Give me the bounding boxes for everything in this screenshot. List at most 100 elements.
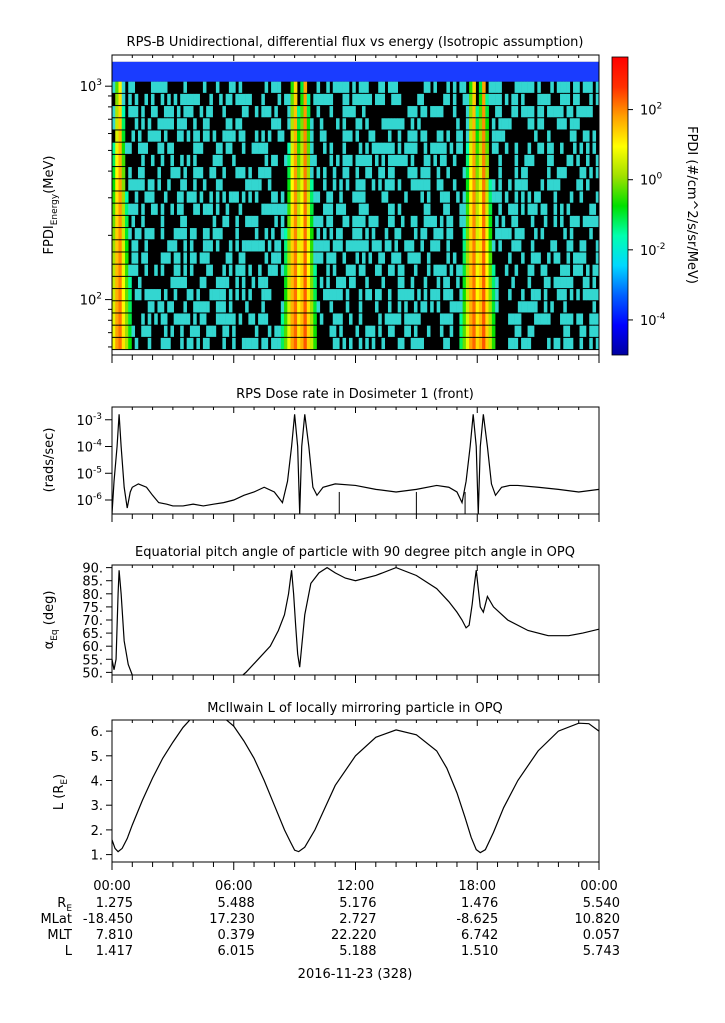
spectrogram-cell [128,289,132,301]
spectrogram-cell [128,203,132,215]
spectrogram-cell [310,325,314,337]
spectrogram-cell [115,325,119,337]
spectrogram-cell [543,276,548,289]
spectrogram-cell [264,228,269,240]
spectrogram-cell [306,154,311,167]
spectrogram-cell [124,203,129,215]
spectrogram-cell [576,154,580,167]
spectrogram-cell [290,276,295,289]
spectrogram-cell [508,179,512,191]
spectrogram-cell [495,228,499,240]
spectrogram-cell [472,167,476,179]
time-tick-label: 00:00 [93,879,130,894]
spectrogram-cell [381,276,386,289]
spectrogram-cell [202,301,207,313]
spectrogram-cell [160,142,165,154]
series-line-panel4 [112,720,599,854]
spectrogram-cell [134,252,139,264]
spectrogram-cell [245,106,249,118]
spectrogram-cell [306,337,311,350]
spectrogram-cell [511,276,515,289]
spectrogram-cell [426,203,431,215]
spectrogram-cell [212,289,217,301]
ephemeris-cell: 0.057 [583,928,620,943]
spectrogram-cell [530,289,535,301]
spectrogram-cell [485,325,489,337]
spectrogram-cell [452,93,457,106]
spectrogram-cell [365,228,369,240]
spectrogram-cell [485,106,489,118]
spectrogram-cell [566,240,571,252]
spectrogram-cell [478,289,483,301]
spectrogram-cell [469,276,473,289]
spectrogram-cell [345,93,350,106]
spectrogram-cell [306,130,311,142]
spectrogram-cell [319,313,324,325]
spectrogram-cell [371,337,376,350]
time-tick-label: 00:00 [580,879,617,894]
spectrogram-cell [527,118,532,130]
spectrogram-cell [407,167,411,179]
panel4-ytick-label: 6. [91,725,103,740]
spectrogram-cell [144,228,149,240]
spectrogram-cell [456,130,460,142]
spectrogram-cell [199,167,204,179]
spectrogram-cell [387,81,392,93]
spectrogram-cell [112,167,116,179]
spectrogram-cell [342,337,347,350]
spectrogram-cell [417,118,421,130]
spectrogram-cell [478,301,483,313]
spectrogram-cell [352,81,356,93]
spectrogram-cell [410,276,415,289]
spectrogram-cell [446,93,450,106]
spectrogram-cell [180,325,184,337]
spectrogram-cell [514,81,519,93]
spectrogram-cell [297,154,301,167]
spectrogram-cell [469,252,473,264]
spectrogram-cell [491,93,496,106]
spectrogram-cell [332,264,337,276]
spectrogram-cell [228,252,233,264]
spectrogram-cell [482,167,486,179]
spectrogram-cell [290,167,295,179]
spectrogram-cell [303,252,308,264]
spectrogram-cell [465,118,470,130]
spectrogram-cell [290,203,295,215]
spectrogram-cell [381,337,386,350]
spectrogram-cell [264,289,269,301]
panel4-title: McIlwain L of locally mirroring particle… [207,701,503,716]
spectrogram-cell [264,313,269,325]
spectrogram-cell [358,313,363,325]
spectrogram-cell [352,215,356,228]
spectrogram-cell [582,289,587,301]
spectrogram-cell [556,337,561,350]
spectrogram-cell [206,264,210,276]
spectrogram-cell [300,215,304,228]
spectrogram-cell [524,179,528,191]
spectrogram-cell [163,313,168,325]
spectrogram-cell [540,264,545,276]
spectrogram-cell [209,289,213,301]
spectrogram-cell [345,289,350,301]
spectrogram-cell [183,179,187,191]
spectrogram-cell [352,93,356,106]
spectrogram-cell [170,142,174,154]
spectrogram-cell [452,81,457,93]
spectrogram-cell [277,81,282,93]
spectrogram-cell [537,106,541,118]
spectrogram-cell [209,240,213,252]
spectrogram-cell [131,179,136,191]
spectrogram-cell [342,276,347,289]
spectrogram-cell [397,276,402,289]
spectrogram-cell [290,118,295,130]
spectrogram-cell [264,81,269,93]
spectrogram-cell [238,81,243,93]
panel1-ytick-exp: 2 [96,292,102,302]
spectrogram-cell [124,252,129,264]
spectrogram-cell [222,276,226,289]
spectrogram-cell [462,167,467,179]
spectrogram-cell [420,191,424,203]
spectrogram-cell [439,179,444,191]
spectrogram-cell [576,106,580,118]
spectrogram-cell [413,264,418,276]
